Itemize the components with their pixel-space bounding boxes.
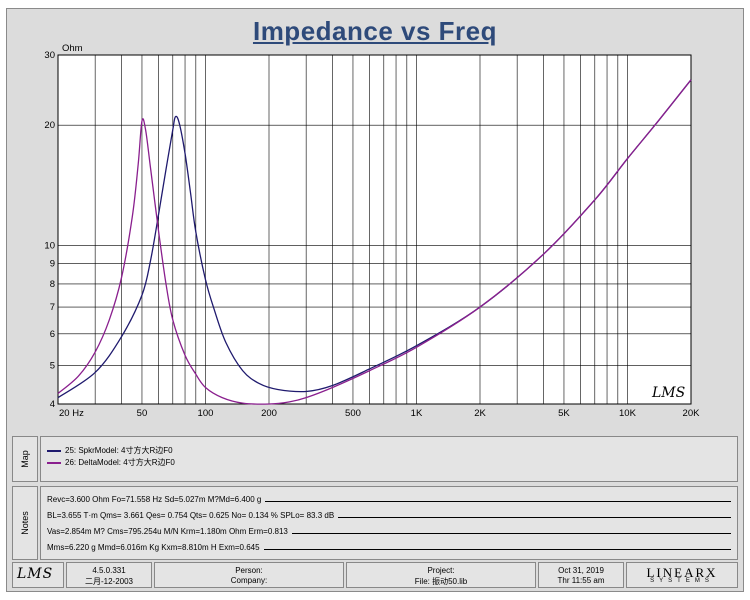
note-row: Vas=2.854m M? Cms=795.254u M/N Krm=1.180… — [47, 522, 731, 536]
x-tick-label: 2K — [474, 408, 486, 419]
note-row: BL=3.655 T·m Qms= 3.661 Qes= 0.754 Qts= … — [47, 506, 731, 520]
legend-label: 25: SpkrModel: 4寸方大R边F0 — [65, 446, 173, 455]
y-axis-unit-label: Ohm — [62, 43, 83, 54]
notes-tab[interactable]: Notes — [12, 486, 38, 560]
y-tick-label: 10 — [44, 240, 55, 251]
x-tick-label: 500 — [345, 408, 361, 419]
date-text: Oct 31, 2019 — [558, 566, 604, 575]
file-label: File: 振动50.lib — [414, 577, 468, 586]
y-tick-label: 5 — [50, 360, 55, 371]
map-tab[interactable]: Map — [12, 436, 38, 482]
footer-person-box: Person: Company: — [154, 562, 344, 588]
series-group — [57, 79, 692, 405]
y-tick-label: 20 — [44, 120, 55, 131]
legend-item[interactable]: 26: DeltaModel: 4寸方大R边F0 — [47, 457, 175, 468]
notes-body: Revc=3.600 Ohm Fo=71.558 Hz Sd=5.027m M?… — [40, 486, 738, 560]
systems-text: SYSTEMS — [650, 578, 714, 584]
x-tick-label: 1K — [411, 408, 423, 419]
footer-date-box: Oct 31, 2019 Thr 11:55 am — [538, 562, 624, 588]
x-tick-label: 20K — [683, 408, 701, 419]
lms-logo: LMS — [17, 566, 54, 582]
y-tick-label: 7 — [50, 302, 55, 313]
note-row: Mms=6.220 g Mmd=6.016m Kg Kxm=8.810m H E… — [47, 538, 731, 552]
x-tick-label: 50 — [137, 408, 148, 419]
legend-swatch — [47, 461, 61, 464]
footer-brand-box: LINEARX SYSTEMS — [626, 562, 738, 588]
y-tick-label: 9 — [50, 259, 55, 270]
plot-area — [57, 54, 692, 405]
footer-logo-box: LMS — [12, 562, 64, 588]
watermark-logo: LMS — [651, 385, 685, 401]
map-panel: Map 25: SpkrModel: 4寸方大R边F0 26: DeltaMod… — [12, 436, 738, 482]
y-tick-label: 4 — [50, 399, 55, 410]
y-tick-label: 6 — [50, 329, 55, 340]
y-tick-label: 8 — [50, 279, 55, 290]
series-line-2 — [57, 79, 692, 405]
linearx-logo: LINEARX — [646, 565, 718, 580]
footer-project-box: Project: File: 振动50.lib — [346, 562, 536, 588]
legend-item[interactable]: 25: SpkrModel: 4寸方大R边F0 — [47, 445, 173, 456]
x-tick-label: 100 — [198, 408, 214, 419]
version-text: 4.5.0.331 — [92, 566, 126, 575]
map-legend: 25: SpkrModel: 4寸方大R边F0 26: DeltaModel: … — [40, 436, 738, 482]
tick-labels: 20 Hz 50 100 200 500 1K 2K 5K 10K 20K 4 5 6 7 8 9 10 20 30 — [44, 50, 700, 419]
impedance-chart: 20 Hz 50 100 200 500 1K 2K 5K 10K 20K 4 5 6 7 8 9 10 20 30… — [44, 43, 700, 419]
build-date-text: 二月-12-2003 — [84, 577, 134, 586]
chart-title: Impedance vs Freq — [252, 16, 498, 46]
legend-label: 26: DeltaModel: 4寸方大R边F0 — [65, 458, 175, 467]
y-tick-label: 30 — [44, 50, 55, 61]
footer-version-box: 4.5.0.331 二月-12-2003 — [66, 562, 152, 588]
x-tick-label: 5K — [558, 408, 570, 419]
company-label: Company: — [230, 576, 268, 585]
notes-panel: Notes Revc=3.600 Ohm Fo=71.558 Hz Sd=5.0… — [12, 486, 738, 560]
project-label: Project: — [427, 566, 455, 575]
person-label: Person: — [235, 566, 263, 575]
time-text: Thr 11:55 am — [557, 576, 605, 585]
footer-bar: LMS 4.5.0.331 二月-12-2003 Person: Company… — [12, 562, 738, 588]
note-row: Revc=3.600 Ohm Fo=71.558 Hz Sd=5.027m M?… — [47, 490, 731, 504]
x-tick-label: 10K — [619, 408, 637, 419]
x-tick-label: 200 — [261, 408, 277, 419]
legend-swatch — [47, 449, 61, 452]
x-tick-label: 20 Hz — [59, 408, 84, 419]
